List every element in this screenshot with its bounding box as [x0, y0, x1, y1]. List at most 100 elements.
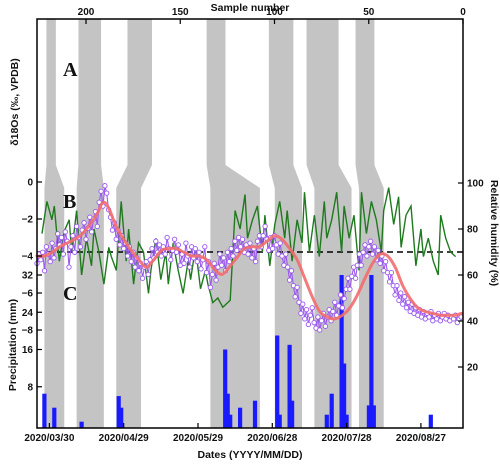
panel-c-tick-label: 16	[22, 345, 34, 356]
precipitation-bar	[52, 407, 57, 428]
x-axis-tick-label: 2020/08/27	[396, 433, 446, 444]
precipitation-bars	[42, 275, 433, 428]
d18o-point	[224, 249, 231, 255]
gray-band-6	[355, 19, 384, 428]
d18o-point	[369, 251, 376, 257]
plot-frame	[36, 18, 464, 429]
d18o-point	[113, 236, 119, 242]
d18o-point	[117, 242, 123, 248]
d18o-point	[269, 245, 276, 252]
d18o-point	[277, 240, 283, 246]
d18o-point	[307, 312, 313, 318]
precipitation-bar	[42, 393, 47, 428]
x-axis-title: Dates (YYYY/MM/DD)	[197, 449, 302, 461]
d18o-point	[153, 238, 159, 244]
d18o-point	[41, 268, 48, 274]
d18o-point	[398, 290, 404, 296]
precipitation-bar	[366, 405, 371, 428]
d18o-point	[330, 308, 336, 315]
d18o-point	[396, 297, 402, 304]
d18o-point	[283, 251, 289, 257]
gray-bands	[44, 19, 384, 428]
d18o-point	[104, 190, 110, 196]
panel-b-tick-label: 20	[467, 363, 479, 374]
precipitation-bar	[119, 407, 124, 428]
d18o-point	[192, 245, 198, 252]
precipitation-bar	[329, 393, 334, 428]
top-axis-tick-label: 150	[172, 7, 189, 18]
d18o-point	[401, 294, 408, 300]
d18o-point	[254, 238, 261, 244]
d18o-point	[164, 234, 170, 241]
d18o-point	[230, 253, 236, 259]
top-axis-tick-label: 50	[363, 7, 375, 18]
d18o-point	[73, 223, 80, 230]
d18o-point	[315, 314, 321, 320]
d18o-point	[66, 264, 72, 270]
d18o-point	[213, 277, 219, 283]
panel-a-tick-label: −8	[22, 326, 34, 337]
x-axis-tick-label: 2020/06/28	[247, 433, 297, 444]
d18o-point	[68, 244, 74, 250]
d18o-point	[62, 229, 68, 235]
d18o-point	[124, 253, 131, 259]
precipitation-bar	[344, 414, 349, 428]
d18o-point	[337, 292, 344, 298]
d18o-point	[339, 305, 346, 311]
d18o-point	[386, 279, 393, 285]
d18o-point	[377, 260, 383, 267]
d18o-point	[352, 275, 359, 281]
d18o-point	[175, 242, 182, 248]
d18o-point	[302, 316, 308, 322]
d18o-point	[347, 286, 353, 292]
d18o-point	[367, 238, 374, 244]
d18o-point	[388, 269, 395, 276]
d18o-smooth-line	[35, 200, 463, 321]
d18o-point	[207, 284, 214, 291]
precipitation-bar	[79, 421, 84, 428]
d18o-point	[294, 284, 300, 291]
d18o-point	[253, 258, 259, 265]
d18o-point	[51, 255, 57, 261]
d18o-point	[285, 264, 291, 270]
d18o-point	[220, 255, 227, 261]
precipitation-bar	[371, 405, 376, 428]
d18o-point	[60, 251, 67, 257]
top-axis-tick-label: 0	[460, 7, 466, 18]
d18o-point	[237, 244, 244, 250]
d18o-point	[136, 268, 142, 274]
d18o-point	[47, 258, 53, 265]
d18o-point	[226, 258, 232, 265]
panel-a-label: A	[63, 59, 78, 81]
d18o-point	[247, 240, 253, 246]
d18o-point	[375, 247, 381, 254]
d18o-point	[234, 247, 240, 254]
panel-c-label: C	[63, 283, 77, 305]
d18o-point	[83, 236, 89, 242]
panel-a-tick-label: 0	[27, 178, 33, 189]
panel-c-tick-label: 8	[27, 382, 33, 393]
d18o-point	[318, 318, 325, 324]
precipitation-bar	[116, 396, 121, 428]
d18o-point	[311, 319, 317, 326]
d18o-point	[55, 231, 61, 237]
panel-a-tick-label: −4	[22, 252, 34, 263]
d18o-point	[70, 233, 76, 239]
precipitation-bar	[287, 344, 292, 428]
panel-b-ylabel: Relative humidity (%)	[488, 180, 500, 286]
precipitation-bar	[252, 400, 258, 428]
d18o-point	[98, 188, 104, 194]
d18o-point	[43, 244, 50, 250]
panel-a-ylabel: δ18Os (‰, VPDB)	[9, 58, 21, 145]
d18o-point	[196, 249, 202, 255]
d18o-point	[360, 249, 366, 255]
precipitation-bar	[290, 400, 295, 428]
panel-a-tick-label: −6	[22, 289, 34, 300]
precipitation-bar	[339, 275, 344, 428]
d18o-point	[426, 314, 432, 320]
d18o-point	[394, 282, 400, 289]
precipitation-bar	[369, 275, 374, 428]
d18o-point	[392, 292, 398, 298]
